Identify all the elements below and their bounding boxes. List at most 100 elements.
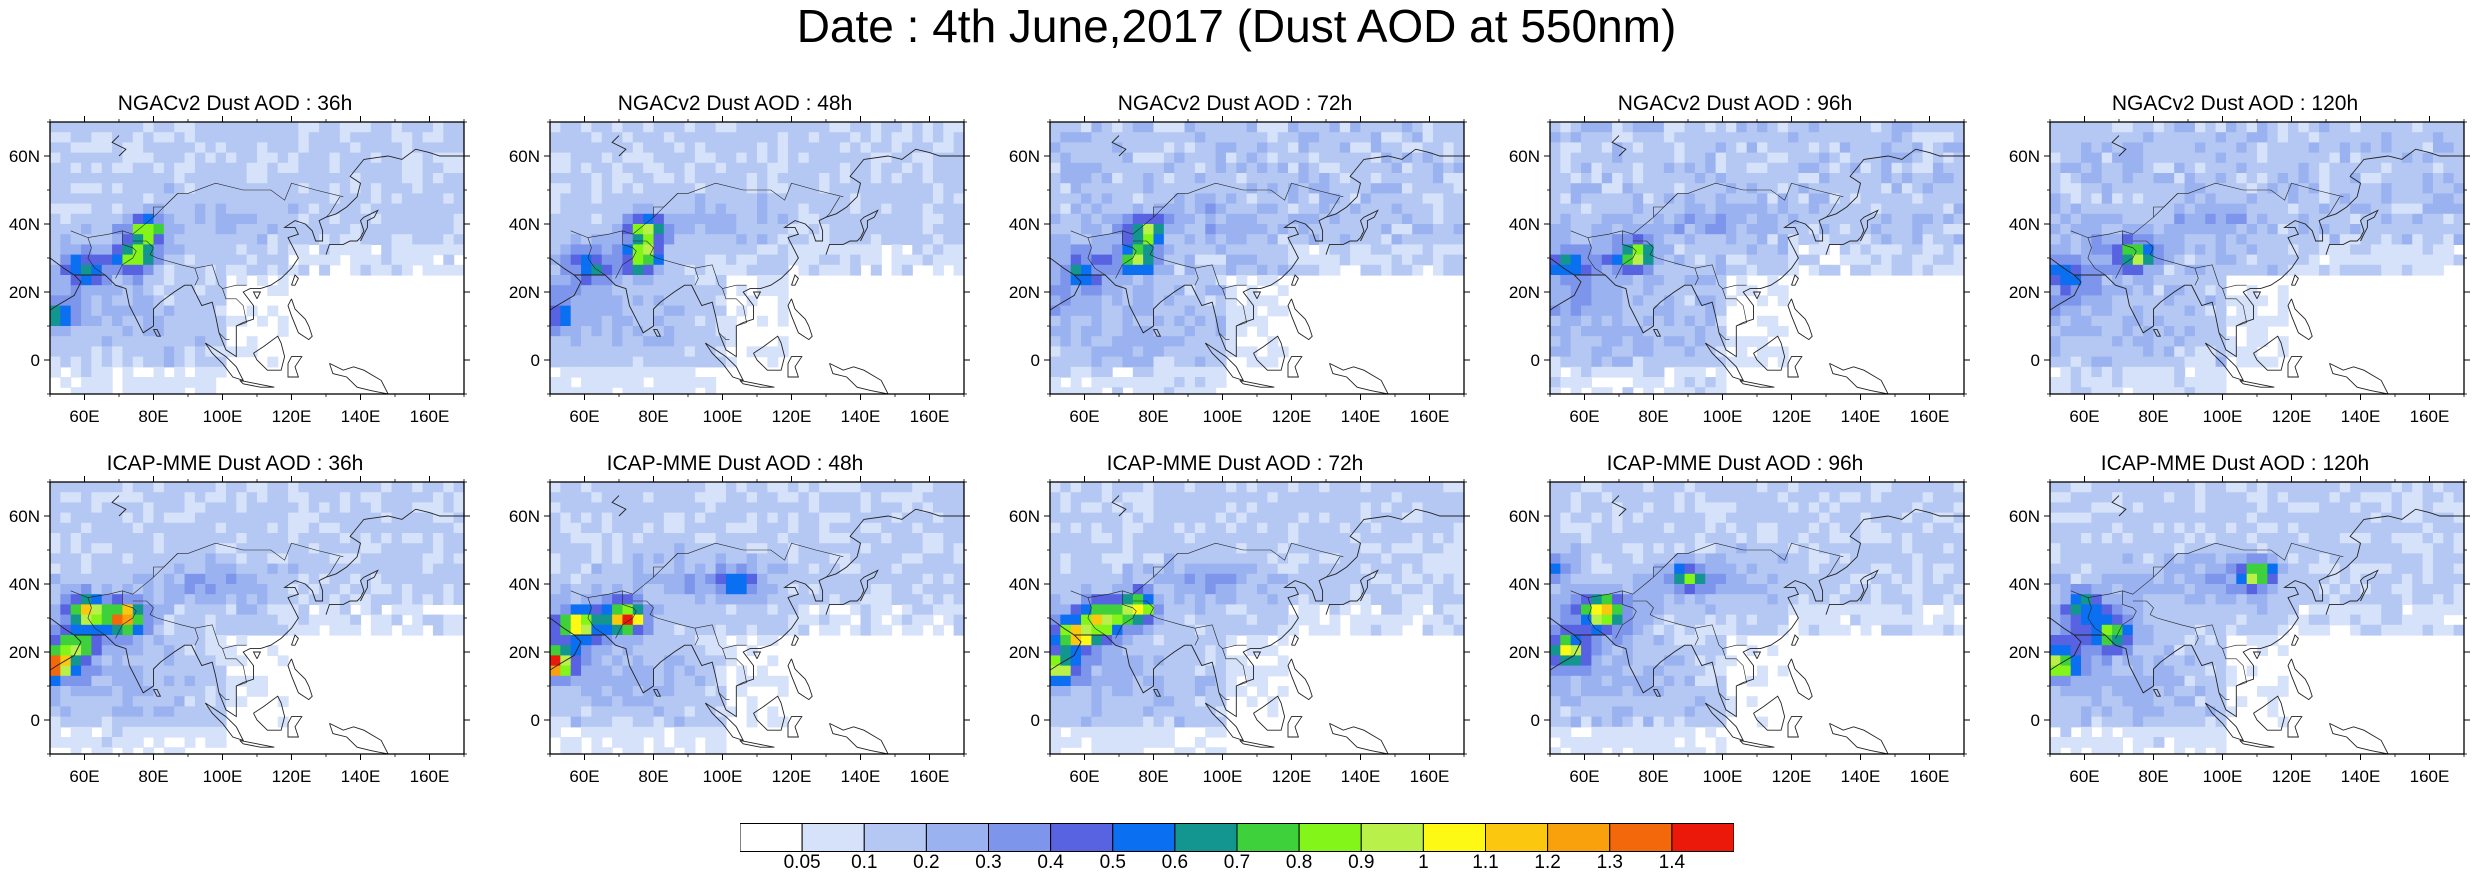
x-tick-label: 100E	[1203, 767, 1243, 786]
colorbar-label: 0.05	[783, 852, 821, 873]
x-tick-label: 160E	[410, 407, 450, 426]
x-tick-label: 160E	[1410, 767, 1450, 786]
x-tick-label: 100E	[703, 767, 743, 786]
colorbar-swatch	[863, 823, 927, 852]
x-tick-label: 80E	[2138, 767, 2168, 786]
x-tick-label: 140E	[1341, 407, 1381, 426]
y-tick-label: 0	[531, 711, 540, 730]
x-tick-label: 100E	[1203, 407, 1243, 426]
x-tick-label: 140E	[841, 407, 881, 426]
coastlines	[1550, 135, 1964, 394]
panel-title: ICAP-MME Dust AOD : 36h	[106, 452, 364, 475]
panel-title: ICAP-MME Dust AOD : 72h	[1106, 452, 1364, 475]
x-tick-label: 120E	[1772, 767, 1812, 786]
colorbar-label: 0.2	[913, 852, 940, 873]
x-tick-label: 60E	[69, 767, 99, 786]
y-tick-label: 40N	[2009, 215, 2040, 234]
y-tick-label: 20N	[9, 283, 40, 302]
y-tick-label: 0	[31, 351, 40, 370]
y-tick-label: 0	[31, 711, 40, 730]
aod-field	[1550, 122, 1964, 394]
x-tick-label: 80E	[1638, 767, 1668, 786]
colorbar-label: 1.2	[1534, 852, 1561, 873]
x-tick-label: 140E	[1841, 407, 1881, 426]
colorbar-swatch	[1174, 823, 1238, 852]
coastlines	[50, 495, 464, 754]
x-tick-label: 140E	[341, 767, 381, 786]
y-tick-label: 40N	[509, 575, 540, 594]
x-tick-label: 160E	[2410, 767, 2450, 786]
aod-field	[550, 122, 964, 394]
y-tick-label: 0	[531, 351, 540, 370]
colorbar-labels: 0.05 0.1 0.2 0.3 0.4 0.5 0.6 0.7 0.8 0.9 1 1.1 1.2 1.…	[740, 852, 1734, 874]
y-tick-label: 60N	[9, 147, 40, 166]
figure-title: Date : 4th June,2017 (Dust AOD at 550nm)	[796, 0, 1677, 52]
x-tick-label: 120E	[2272, 767, 2312, 786]
aod-field	[2050, 122, 2464, 394]
y-tick-label: 20N	[1509, 283, 1540, 302]
aod-field	[1550, 482, 1964, 754]
x-tick-label: 140E	[2341, 407, 2381, 426]
panel-title: ICAP-MME Dust AOD : 120h	[2100, 452, 2370, 475]
coastlines	[1050, 495, 1464, 754]
coastlines	[2050, 135, 2464, 394]
coastlines	[1050, 135, 1464, 394]
x-tick-label: 80E	[638, 407, 668, 426]
y-tick-label: 20N	[1509, 643, 1540, 662]
colorbar-swatch	[1671, 823, 1734, 852]
aod-map: 60N 40N 20N 0 60E 80E 100E 120E 140E 160E	[1009, 116, 1470, 426]
x-tick-label: 120E	[772, 767, 812, 786]
x-tick-label: 60E	[1069, 407, 1099, 426]
coastlines	[550, 135, 964, 394]
x-tick-label: 160E	[410, 767, 450, 786]
coastlines	[50, 135, 464, 394]
x-tick-label: 120E	[272, 407, 312, 426]
map-panel: NGACv2 Dust AOD : 72h 60N 40N 20N 0 60E 80E 100…	[1000, 92, 1470, 437]
x-tick-label: 60E	[569, 767, 599, 786]
x-tick-label: 160E	[910, 767, 950, 786]
y-tick-label: 60N	[2009, 147, 2040, 166]
y-tick-label: 0	[2031, 711, 2040, 730]
x-tick-label: 160E	[1910, 407, 1950, 426]
x-tick-label: 100E	[2203, 767, 2243, 786]
colorbar-label: 1.4	[1658, 852, 1686, 873]
map-panel: NGACv2 Dust AOD : 96h 60N 40N 20N 0 60E 80E 100…	[1500, 92, 1970, 437]
x-tick-label: 120E	[1772, 407, 1812, 426]
aod-map: 60N 40N 20N 0 60E 80E 100E 120E 140E 160E	[509, 476, 970, 786]
colorbar-swatch	[1236, 823, 1300, 852]
panel-title: NGACv2 Dust AOD : 120h	[2111, 92, 2359, 115]
colorbar-label: 0.1	[851, 852, 878, 873]
x-tick-label: 120E	[1272, 767, 1312, 786]
aod-field	[550, 482, 964, 754]
x-tick-label: 160E	[1910, 767, 1950, 786]
x-tick-label: 100E	[1703, 407, 1743, 426]
y-tick-label: 20N	[9, 643, 40, 662]
y-tick-label: 60N	[9, 507, 40, 526]
x-tick-label: 140E	[341, 407, 381, 426]
x-tick-label: 120E	[772, 407, 812, 426]
colorbar-label: 0.3	[975, 852, 1002, 873]
y-tick-label: 20N	[2009, 283, 2040, 302]
map-panel: ICAP-MME Dust AOD : 36h 60N 40N 20N 0 60E 80E 1…	[0, 452, 470, 797]
colorbar-swatch	[1112, 823, 1176, 852]
y-tick-label: 0	[2031, 351, 2040, 370]
map-panel: ICAP-MME Dust AOD : 72h 60N 40N 20N 0 60E 80E 1…	[1000, 452, 1470, 797]
map-panel: ICAP-MME Dust AOD : 120h 60N 40N 20N 0 60E 80E…	[2000, 452, 2470, 797]
y-tick-label: 40N	[9, 215, 40, 234]
colorbar-label: 0.6	[1161, 852, 1189, 873]
y-tick-label: 40N	[1009, 575, 1040, 594]
x-tick-label: 80E	[2138, 407, 2168, 426]
x-tick-label: 60E	[1569, 407, 1599, 426]
aod-field	[50, 482, 464, 754]
y-tick-label: 0	[1531, 351, 1540, 370]
colorbar-label: 1.1	[1472, 852, 1499, 873]
aod-map: 60N 40N 20N 0 60E 80E 100E 120E 140E 160E	[2009, 116, 2470, 426]
y-tick-label: 60N	[1009, 147, 1040, 166]
aod-map: 60N 40N 20N 0 60E 80E 100E 120E 140E 160E	[509, 116, 970, 426]
x-tick-label: 80E	[138, 407, 168, 426]
map-panel: NGACv2 Dust AOD : 48h 60N 40N 20N 0 60E 80E 100…	[500, 92, 970, 437]
x-tick-label: 80E	[138, 767, 168, 786]
map-panel: NGACv2 Dust AOD : 36h 60N 40N 20N 0 60E 80E 100…	[0, 92, 470, 437]
aod-field	[1050, 122, 1464, 394]
map-panel: ICAP-MME Dust AOD : 96h 60N 40N 20N 0 60E 80E 1…	[1500, 452, 1970, 797]
